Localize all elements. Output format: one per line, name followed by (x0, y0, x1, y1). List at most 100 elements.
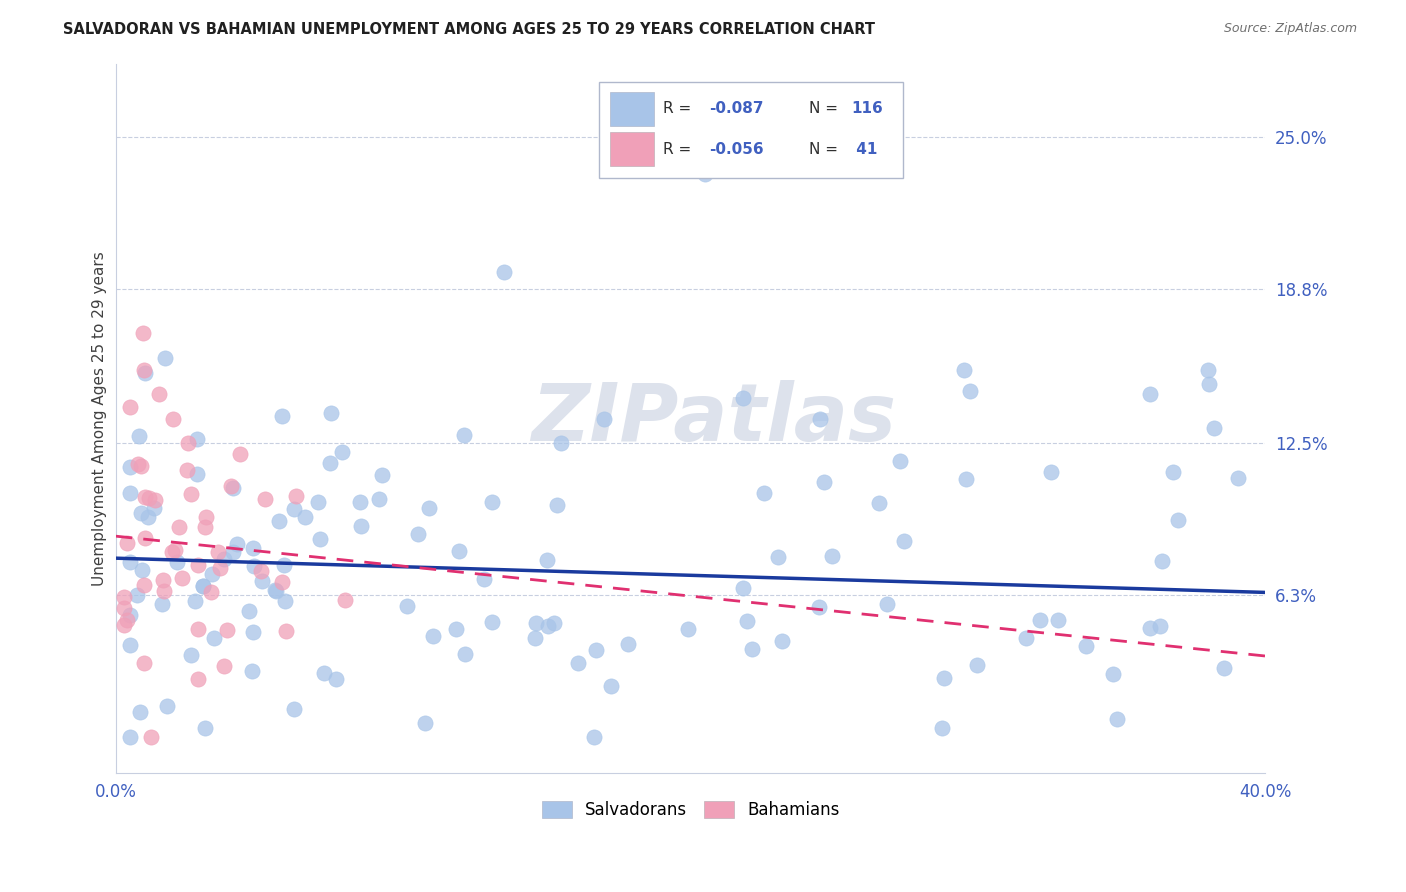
Point (138, 491, 160, 506)
Point (1197, 363, 1219, 377)
Point (932, 671, 955, 685)
Point (184, 594, 207, 608)
Point (163, 543, 186, 558)
Point (263, 582, 285, 597)
Point (330, 445, 353, 459)
Point (222, 481, 245, 495)
Point (422, 629, 444, 643)
Point (180, 648, 202, 663)
Point (955, 472, 977, 486)
Point (167, 519, 190, 533)
Text: N =: N = (808, 142, 842, 157)
Point (1167, 513, 1189, 527)
Point (186, 467, 208, 482)
Point (546, 498, 568, 512)
Point (195, 510, 218, 524)
Point (868, 496, 890, 510)
Point (118, 607, 141, 622)
Point (693, 167, 716, 181)
Point (524, 615, 547, 630)
Point (193, 579, 215, 593)
Point (396, 599, 419, 613)
Point (120, 638, 142, 652)
Point (219, 479, 242, 493)
Point (180, 487, 202, 501)
Point (201, 566, 224, 581)
Point (156, 698, 179, 713)
Point (212, 551, 235, 566)
Point (294, 509, 316, 524)
Point (959, 384, 981, 399)
Point (242, 541, 264, 555)
Point (371, 467, 394, 482)
Point (148, 387, 170, 401)
Point (128, 429, 150, 443)
Point (129, 506, 152, 520)
Point (593, 411, 616, 425)
Point (264, 583, 287, 598)
Point (240, 664, 263, 678)
Point (112, 617, 135, 632)
Point (567, 656, 589, 670)
Point (1039, 465, 1062, 479)
Point (807, 600, 830, 615)
Point (1212, 661, 1234, 675)
Point (536, 553, 558, 567)
Point (319, 456, 342, 470)
Point (1202, 421, 1225, 435)
Point (176, 463, 198, 477)
Point (226, 537, 249, 551)
Point (413, 716, 436, 731)
Text: 116: 116 (852, 102, 883, 116)
Point (766, 550, 789, 565)
Point (284, 489, 307, 503)
Point (112, 591, 135, 605)
Point (349, 495, 371, 509)
Point (143, 493, 166, 508)
Point (134, 363, 156, 377)
Point (1161, 465, 1184, 479)
Point (134, 578, 156, 592)
Point (274, 593, 297, 607)
Bar (610, 92, 654, 126)
Point (350, 518, 373, 533)
Point (367, 491, 389, 506)
Point (418, 501, 440, 516)
Point (1149, 619, 1171, 633)
Text: R =: R = (664, 142, 696, 157)
Point (134, 366, 156, 380)
Point (115, 613, 138, 627)
Point (160, 545, 183, 559)
Text: -0.087: -0.087 (709, 102, 763, 116)
Point (152, 573, 174, 587)
Point (250, 564, 273, 578)
Point (735, 614, 758, 628)
Point (283, 502, 305, 516)
Point (176, 436, 198, 450)
Point (139, 730, 162, 744)
Point (217, 623, 239, 637)
Point (537, 619, 560, 633)
Point (200, 585, 222, 599)
Point (115, 535, 138, 549)
Point (408, 527, 430, 541)
Point (118, 730, 141, 744)
Point (229, 447, 252, 461)
Point (134, 532, 156, 546)
Point (808, 411, 831, 425)
Point (524, 632, 547, 646)
Point (550, 436, 572, 450)
Point (335, 593, 357, 607)
Point (131, 563, 153, 577)
Point (876, 597, 898, 611)
Point (129, 705, 152, 719)
Point (152, 584, 174, 599)
Point (893, 534, 915, 549)
Point (208, 561, 231, 575)
Point (492, 265, 515, 279)
Point (134, 490, 156, 504)
Point (481, 495, 503, 509)
Point (889, 454, 911, 468)
Point (132, 656, 155, 670)
Text: -0.056: -0.056 (709, 142, 763, 157)
